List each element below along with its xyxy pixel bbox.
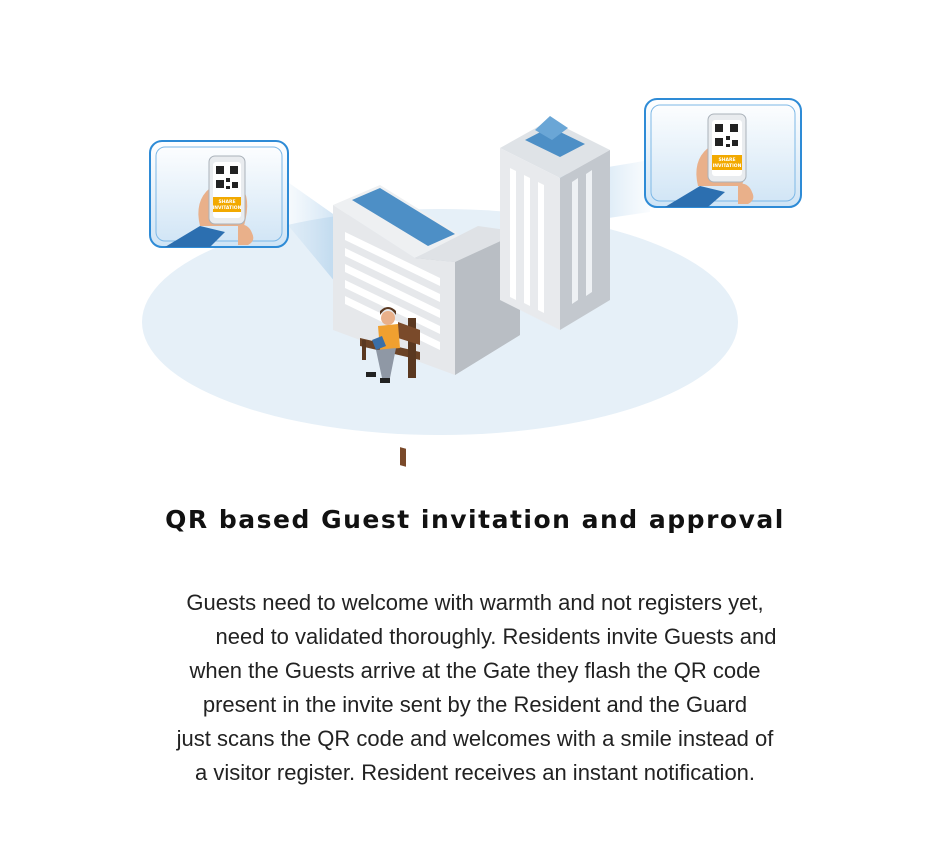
tower-building-icon	[500, 116, 610, 330]
left-badge-line2: INVITATION	[213, 205, 242, 211]
qr-code-icon	[216, 166, 238, 189]
left-badge-line1: SHARE	[218, 199, 235, 205]
description-line: need to validated thoroughly. Residents …	[215, 624, 777, 649]
right-invite-card-icon: SHARE INVITATION	[644, 98, 802, 208]
description-line: just scans the QR code and welcomes with…	[176, 726, 774, 751]
description-line: when the Guests arrive at the Gate they …	[189, 658, 761, 683]
office-building-icon	[333, 185, 520, 375]
description-line: a visitor register. Resident receives an…	[194, 760, 756, 785]
section-title: QR based Guest invitation and approval	[165, 505, 785, 534]
description-line: present in the invite sent by the Reside…	[202, 692, 748, 717]
person-on-bench-icon	[360, 307, 420, 467]
hero-illustration: SHARE INVITATION SHARE INVITATION	[142, 98, 802, 467]
section-description: Guests need to welcome with warmth and n…	[110, 586, 840, 790]
right-badge-line2: INVITATION	[713, 163, 742, 169]
description-line: Guests need to welcome with warmth and n…	[186, 590, 764, 615]
right-badge-line1: SHARE	[718, 157, 735, 163]
left-invite-card-icon: SHARE INVITATION	[149, 140, 289, 248]
